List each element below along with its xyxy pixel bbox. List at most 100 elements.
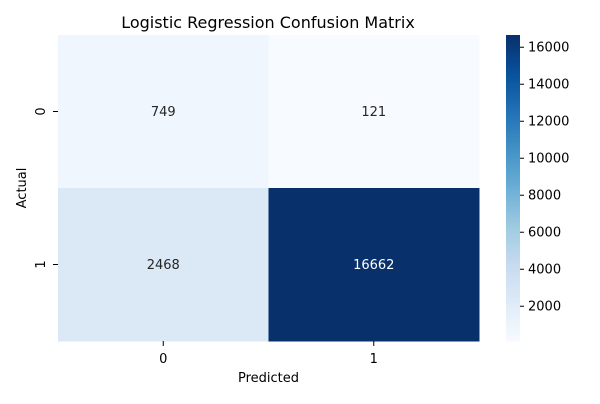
chart-title: Logistic Regression Confusion Matrix — [121, 13, 415, 32]
heatmap-cell-r0-c0 — [58, 35, 269, 189]
colorbar-strip — [506, 86, 520, 90]
colorbar: 2000 4000 6000 8000 10000 12000 14000 16000 — [506, 35, 569, 342]
colorbar-strip — [506, 333, 520, 337]
colorbar-strip — [506, 126, 520, 130]
colorbar-strip — [506, 75, 520, 79]
colorbar-strip — [506, 157, 520, 161]
colorbar-strip — [506, 65, 520, 69]
colorbar-strip — [506, 188, 520, 192]
colorbar-tick-label-2: 6000 — [528, 226, 561, 241]
colorbar-strip — [506, 37, 520, 41]
colorbar-strip — [506, 251, 520, 255]
colorbar-strip — [506, 144, 520, 148]
colorbar-strip — [506, 139, 520, 143]
colorbar-strip — [506, 73, 520, 77]
colorbar-strip — [506, 68, 520, 72]
x-tick-label-0: 0 — [159, 352, 167, 367]
colorbar-strip — [506, 231, 520, 235]
colorbar-strip — [506, 267, 520, 271]
colorbar-strip — [506, 284, 520, 289]
colorbar-strip — [506, 297, 520, 301]
colorbar-strip — [506, 165, 520, 169]
colorbar-strip — [506, 93, 520, 97]
colorbar-strip — [506, 96, 520, 100]
colorbar-strip — [506, 287, 520, 291]
colorbar-strip — [506, 149, 520, 153]
y-tick-label-1: 1 — [34, 260, 49, 268]
colorbar-tick-label-7: 16000 — [528, 41, 569, 56]
colorbar-strip — [506, 137, 520, 141]
colorbar-strip — [506, 40, 520, 44]
colorbar-strip — [506, 203, 520, 207]
colorbar-strip — [506, 213, 520, 217]
colorbar-strip — [506, 261, 520, 266]
colorbar-strip — [506, 35, 520, 39]
colorbar-strip — [506, 269, 520, 273]
colorbar-strip — [506, 254, 520, 258]
colorbar-strip — [506, 42, 520, 46]
colorbar-strip — [506, 167, 520, 171]
colorbar-strip — [506, 256, 520, 260]
colorbar-strip — [506, 279, 520, 283]
heatmap-annotations: 749 121 2468 16662 — [147, 105, 395, 273]
colorbar-tick-label-0: 2000 — [528, 300, 561, 315]
colorbar-strip — [506, 78, 520, 82]
colorbar-strip — [506, 338, 520, 342]
colorbar-strip — [506, 195, 520, 199]
y-axis-ticks: 01 — [34, 107, 58, 269]
colorbar-strip — [506, 325, 520, 329]
colorbar-strip — [506, 154, 520, 158]
colorbar-strip — [506, 290, 520, 294]
colorbar-strip — [506, 45, 520, 49]
colorbar-strip — [506, 108, 520, 113]
colorbar-strip — [506, 121, 520, 125]
colorbar-strip — [506, 335, 520, 340]
colorbar-strip — [506, 282, 520, 286]
colorbar-strip — [506, 116, 520, 120]
cell-annotation-r1-c1: 16662 — [353, 258, 394, 273]
colorbar-strip — [506, 272, 520, 276]
colorbar-strip — [506, 233, 520, 238]
colorbar-strip — [506, 264, 520, 268]
colorbar-strip — [506, 162, 520, 166]
x-tick-label-1: 1 — [370, 352, 378, 367]
colorbar-strip — [506, 292, 520, 296]
colorbar-strip — [506, 98, 520, 102]
cell-annotation-r1-c0: 2468 — [147, 258, 180, 273]
colorbar-strip — [506, 170, 520, 174]
colorbar-strip — [506, 111, 520, 115]
colorbar-strip — [506, 228, 520, 232]
colorbar-strip — [506, 114, 520, 118]
colorbar-strip — [506, 318, 520, 322]
colorbar-strip — [506, 106, 520, 110]
colorbar-strip — [506, 119, 520, 123]
colorbar-strip — [506, 190, 520, 194]
colorbar-strip — [506, 244, 520, 248]
colorbar-strip — [506, 131, 520, 136]
colorbar-strip — [506, 328, 520, 332]
colorbar-tick-label-3: 8000 — [528, 189, 561, 204]
colorbar-strip — [506, 312, 520, 317]
colorbar-strip — [506, 305, 520, 309]
colorbar-strip — [506, 88, 520, 92]
colorbar-strip — [506, 52, 520, 56]
colorbar-strip — [506, 47, 520, 51]
colorbar-strip — [506, 101, 520, 105]
colorbar-strip — [506, 208, 520, 212]
colorbar-strip — [506, 60, 520, 64]
y-axis-label: Actual — [15, 168, 30, 209]
colorbar-strip — [506, 193, 520, 197]
colorbar-tick-label-5: 12000 — [528, 115, 569, 130]
colorbar-strip — [506, 274, 520, 278]
colorbar-strip — [506, 175, 520, 179]
colorbar-strip — [506, 320, 520, 324]
colorbar-strip — [506, 80, 520, 85]
heatmap-cell-r1-c1 — [268, 188, 480, 342]
colorbar-strip — [506, 216, 520, 220]
colorbar-strip — [506, 63, 520, 67]
colorbar-strip — [506, 142, 520, 146]
heatmap-cell-r0-c1 — [268, 35, 480, 189]
colorbar-strip — [506, 330, 520, 334]
